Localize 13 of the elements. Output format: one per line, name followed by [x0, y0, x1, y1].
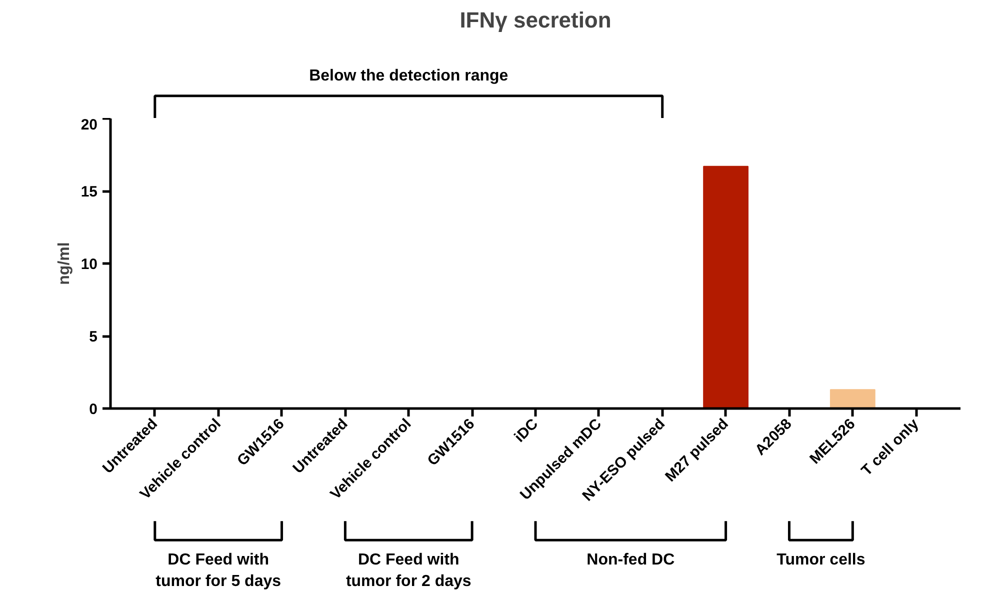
y-tick-label: 15 — [80, 184, 98, 200]
x-tick-label: iDC — [511, 415, 542, 446]
text: Below the detection range — [309, 67, 508, 84]
text: Tumor cells — [776, 552, 866, 568]
y-tick-label: 10 — [80, 256, 98, 273]
chart-title: IFNγ secretion — [460, 8, 612, 32]
y-tick-label: 20 — [80, 116, 98, 134]
y-tick-label: 5 — [89, 328, 98, 346]
text: DC Feed with tumor for 5 days — [156, 552, 282, 590]
y-axis-title: ng/ml — [56, 242, 73, 285]
text: DC Feed with tumor for 2 days — [346, 552, 472, 590]
text: Non-fed DC — [586, 552, 676, 568]
y-tick-label: 0 — [89, 401, 98, 418]
